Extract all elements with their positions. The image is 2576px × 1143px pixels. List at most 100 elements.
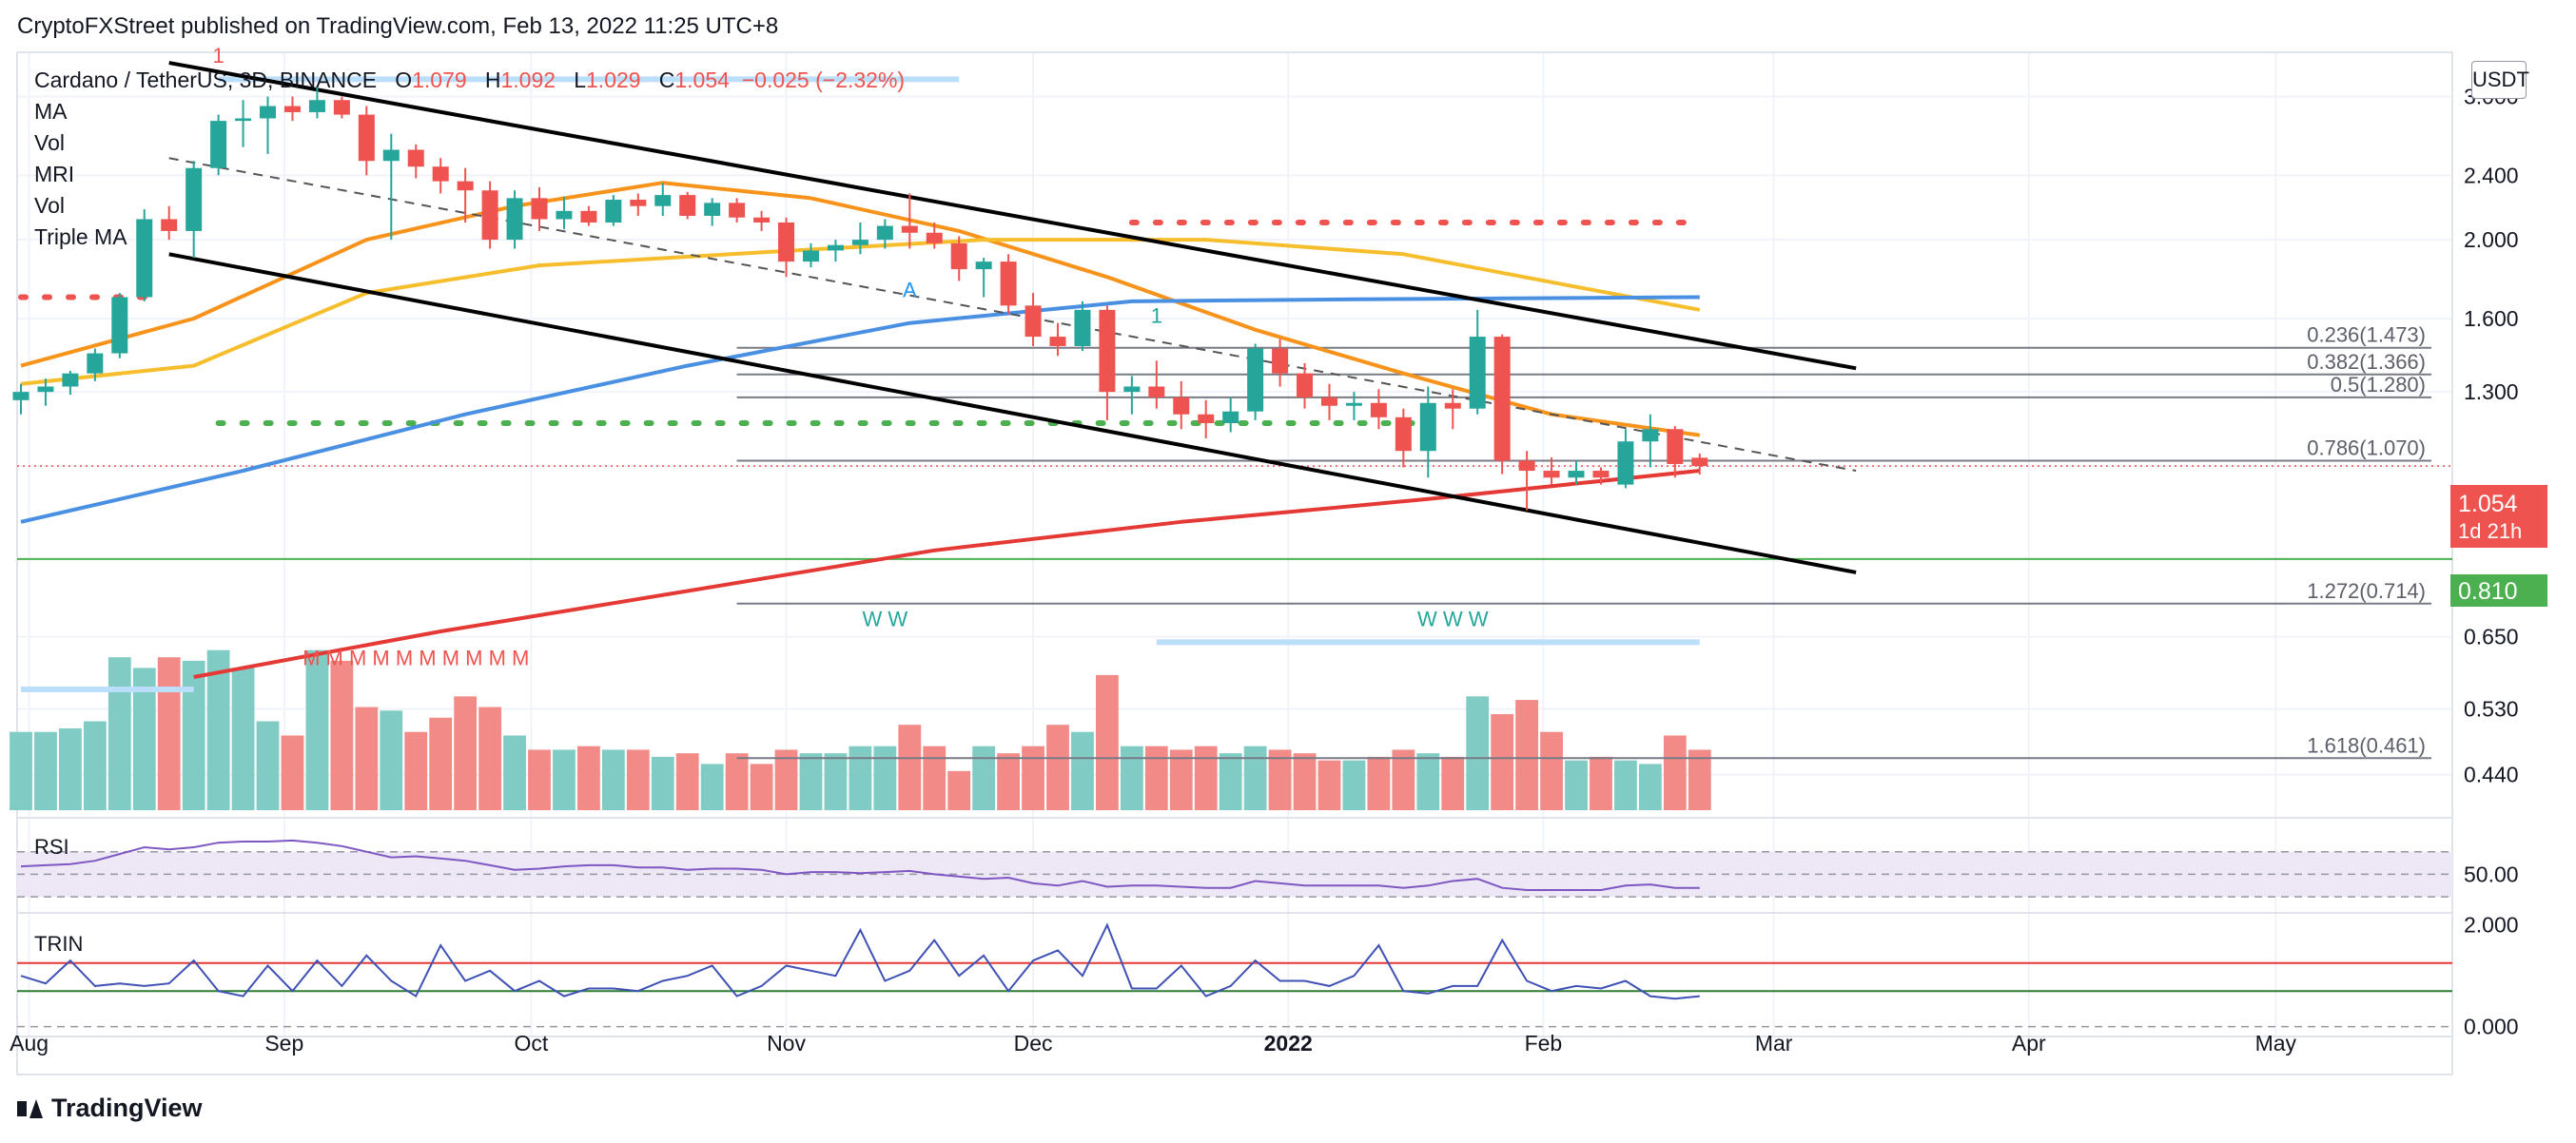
candle [382, 133, 400, 241]
volume-bar [1614, 760, 1637, 810]
support-price-value: 0.810 [2458, 578, 2518, 605]
candle [1123, 376, 1141, 415]
candle-body [382, 149, 400, 162]
indicator-ma[interactable]: MA [34, 99, 68, 124]
candle-body [1419, 402, 1436, 452]
volume-bar [1515, 700, 1539, 810]
candle-body [1543, 471, 1560, 478]
volume-bar [1392, 749, 1415, 810]
volume-bar [651, 756, 674, 810]
candle [1493, 334, 1511, 475]
candle [1272, 339, 1289, 387]
time-tick-8: Apr [2012, 1031, 2046, 1056]
volume-bar [799, 753, 823, 810]
candle-body [654, 195, 672, 206]
candle-body [308, 100, 325, 112]
volume-bar [1466, 696, 1490, 810]
current-price-tag: 1.054 1d 21h [2450, 485, 2547, 548]
candle [975, 258, 992, 298]
candle-body [1148, 386, 1165, 397]
candle-body [876, 225, 893, 241]
low-value: 1.029 [586, 68, 641, 92]
volume-bar [972, 746, 996, 810]
candle-body [1592, 471, 1610, 478]
time-tick-5: 2022 [1264, 1031, 1313, 1056]
fib-label-3: 0.786(1.070) [2307, 436, 2426, 459]
candle [1297, 362, 1314, 409]
volume-bar [1367, 756, 1391, 810]
indicator-mri[interactable]: MRI [34, 162, 75, 186]
volume-bar [873, 746, 897, 810]
candle-body [1444, 402, 1461, 409]
candle [1198, 399, 1215, 438]
candle-body [605, 200, 622, 223]
volume-bar [1663, 735, 1687, 810]
volume-bar [1540, 731, 1563, 810]
candle-body [62, 373, 79, 387]
currency-button[interactable]: USDT [2471, 61, 2529, 99]
chart-annotation-2: 1 [1151, 304, 1162, 328]
candle-body [432, 166, 449, 182]
chart-axes: 3.0002.4002.0001.6001.3000.6500.5300.440… [10, 84, 2518, 1056]
midline-line [168, 157, 1857, 473]
candle-body [1099, 309, 1116, 393]
candle-body [556, 210, 573, 220]
chart-legend: Cardano / TetherUS, 3D, BINANCE O1.079 H… [34, 65, 905, 253]
candle [1419, 386, 1436, 478]
price-tick-2: 2.000 [2464, 227, 2519, 252]
volume-bar [626, 749, 650, 810]
candle-body [950, 242, 967, 270]
indicator-triple-ma[interactable]: Triple MA [34, 224, 127, 249]
candle-body [1123, 386, 1141, 393]
candle-body [1320, 397, 1337, 406]
candle-body [1173, 397, 1190, 415]
candle-body [1272, 348, 1289, 374]
candle-body [1493, 337, 1511, 461]
candle [1025, 293, 1042, 346]
channel-bottom-line [168, 252, 1857, 574]
volume-bar [380, 710, 403, 810]
candle-body [1198, 414, 1215, 423]
volume-bar [700, 764, 724, 810]
volume-bar [1169, 749, 1193, 810]
volume-bar [454, 696, 478, 810]
price-tick-7: 0.650 [2464, 625, 2519, 649]
volume-bar [1565, 760, 1588, 810]
time-tick-4: Dec [1014, 1031, 1053, 1056]
candle-body [185, 167, 203, 231]
candle [1173, 380, 1190, 430]
candle [1444, 389, 1461, 430]
volume-bar [1638, 764, 1662, 810]
trin-line [20, 922, 1700, 1000]
indicator-panels: RSI TRIN [17, 835, 2452, 1028]
tradingview-logo[interactable]: TradingView [17, 1094, 203, 1123]
candle-body [1074, 309, 1091, 346]
candle [1049, 322, 1066, 357]
chart-annotation-3: W W [863, 607, 908, 630]
candle-body [1667, 429, 1684, 464]
indicator-vol-2[interactable]: Vol [34, 193, 65, 218]
rsi-tick-0: 50.00 [2464, 862, 2519, 886]
candle [876, 219, 893, 249]
volume-bar [34, 731, 57, 810]
volume-bar [231, 668, 255, 810]
candle [901, 193, 918, 249]
candle-body [1691, 457, 1708, 467]
volume-bar [898, 725, 922, 810]
volume-bar [182, 660, 205, 810]
candle-body [901, 225, 918, 233]
indicator-vol[interactable]: Vol [34, 130, 65, 155]
candle [1000, 254, 1017, 315]
volume-bar [83, 721, 107, 810]
candle [704, 198, 721, 226]
fib-label-1: 0.382(1.366) [2307, 350, 2426, 374]
volume-bar [1317, 760, 1341, 810]
volume-bar [1046, 725, 1069, 810]
candle [851, 222, 868, 255]
candle-body [457, 181, 474, 191]
volume-bar [157, 657, 181, 810]
volume-bar [59, 727, 82, 810]
candle-body [1395, 417, 1412, 452]
candle [1222, 397, 1239, 433]
